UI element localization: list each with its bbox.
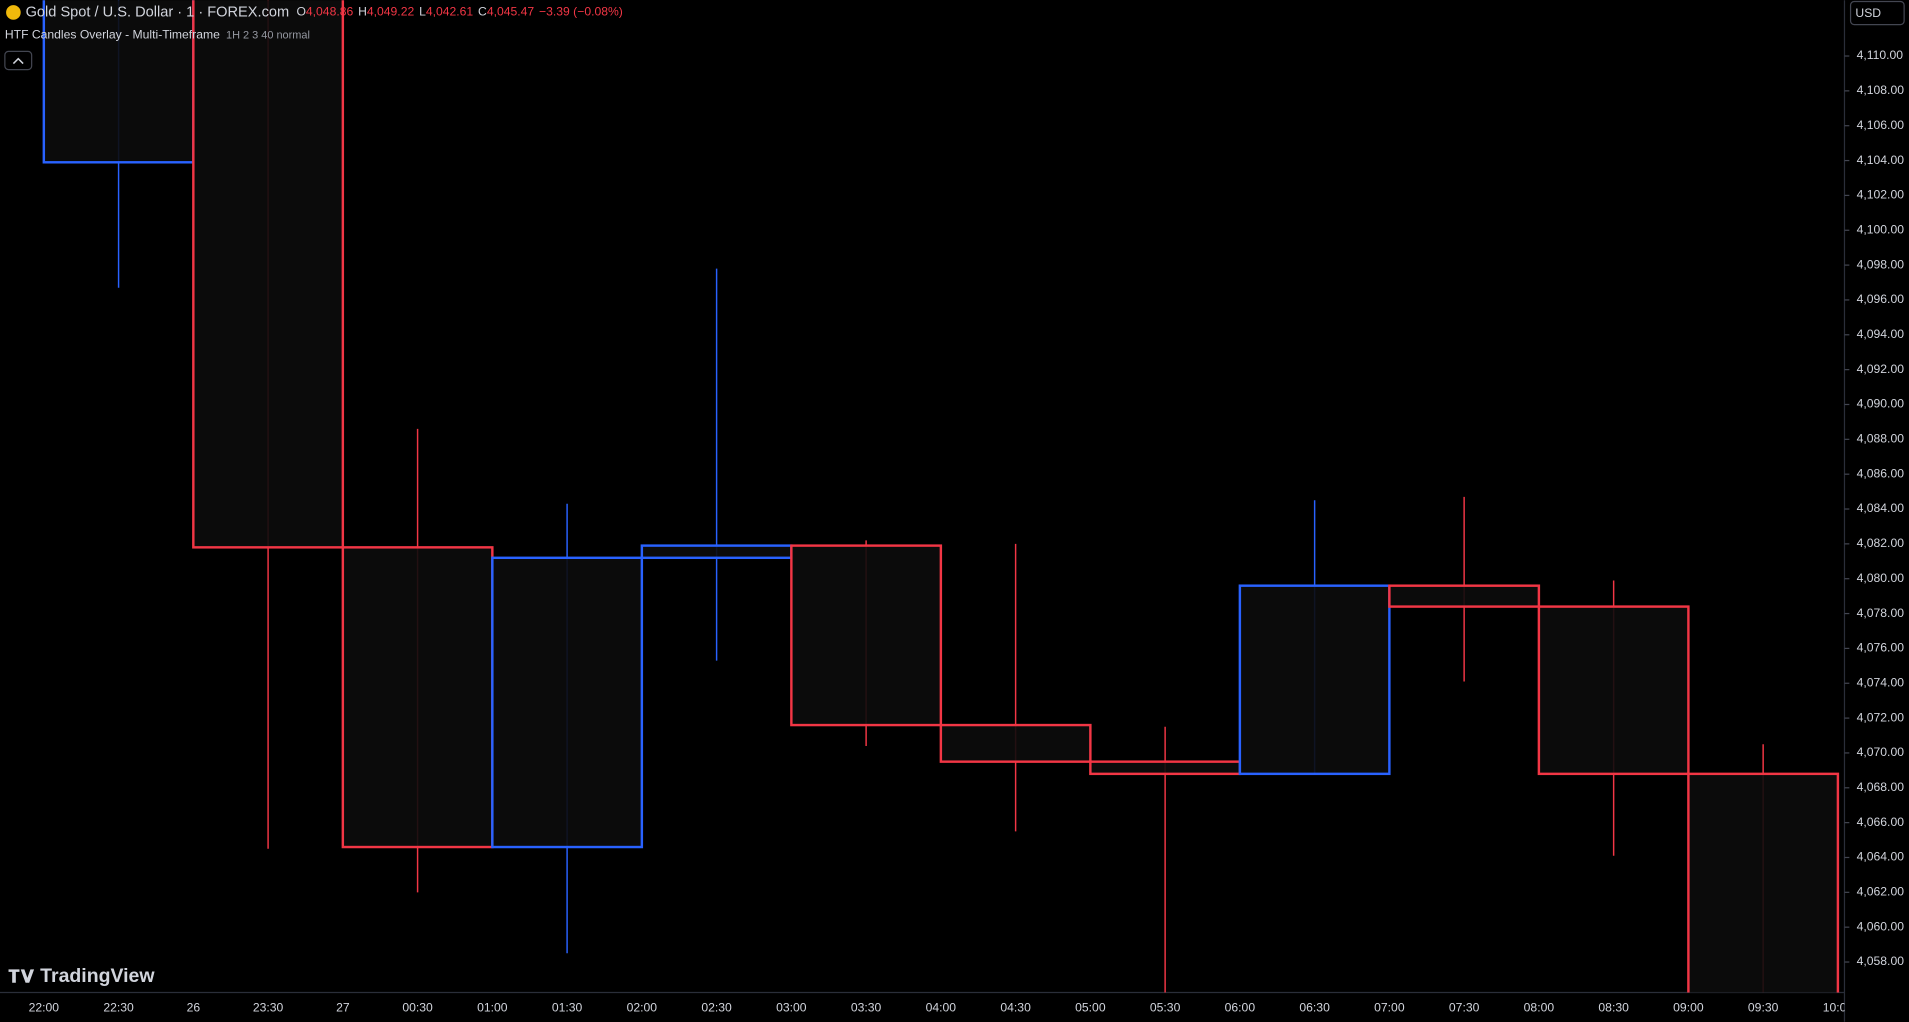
indicator-params: 1H 2 3 40 normal	[226, 29, 310, 41]
y-tick-label: 4,076.00	[1857, 641, 1905, 655]
y-tick-label: 4,062.00	[1857, 885, 1905, 899]
x-tick-label: 03:30	[851, 1001, 882, 1015]
currency-button[interactable]	[1849, 0, 1905, 26]
htf-body	[341, 546, 494, 849]
y-tick-label: 4,100.00	[1857, 222, 1905, 236]
l-label: L	[419, 5, 426, 19]
y-tick-label: 4,102.00	[1857, 188, 1905, 202]
x-tick-label: 23:30	[253, 1001, 284, 1015]
x-tick-label: 07:30	[1449, 1001, 1480, 1015]
o-label: O	[296, 5, 305, 19]
x-tick-label: 10:00	[1823, 1001, 1854, 1015]
y-tick-label: 4,066.00	[1857, 815, 1905, 829]
open-value: 4,048.86	[306, 5, 354, 19]
x-tick-label: 08:00	[1524, 1001, 1555, 1015]
x-tick-label: 22:30	[103, 1001, 134, 1015]
htf-body	[1388, 584, 1541, 608]
htf-body	[1089, 760, 1242, 776]
change-value: −3.39 (−0.08%)	[539, 5, 623, 19]
y-tick-label: 4,104.00	[1857, 153, 1905, 167]
x-tick-label: 08:30	[1598, 1001, 1629, 1015]
y-tick-label: 4,060.00	[1857, 919, 1905, 933]
collapse-icon	[12, 57, 24, 65]
y-tick-label: 4,098.00	[1857, 257, 1905, 271]
y-tick-label: 4,086.00	[1857, 466, 1905, 480]
x-tick-label: 09:00	[1673, 1001, 1704, 1015]
brand: TradingView	[40, 965, 155, 987]
x-tick-label: 06:00	[1225, 1001, 1256, 1015]
plot-area	[42, 0, 1840, 993]
y-tick-label: 4,072.00	[1857, 710, 1905, 724]
htf-body	[42, 0, 195, 164]
x-tick-label: 05:30	[1150, 1001, 1181, 1015]
htf-body	[491, 556, 644, 849]
y-tick-label: 4,070.00	[1857, 745, 1905, 759]
x-tick-label: 01:30	[552, 1001, 583, 1015]
h-label: H	[358, 5, 367, 19]
x-tick-label: 05:00	[1075, 1001, 1106, 1015]
indicator-title: HTF Candles Overlay - Multi-Timeframe 1H …	[5, 28, 310, 42]
x-tick-label: 02:00	[627, 1001, 658, 1015]
x-tick-label: 26	[187, 1001, 201, 1015]
y-tick-label: 4,088.00	[1857, 432, 1905, 446]
x-tick-label: 22:00	[29, 1001, 60, 1015]
htf-body	[790, 544, 943, 727]
time-axis: 22:00 22:30 26 23:30 27 00:30 01:00 01:30 02:00 0…	[29, 1001, 1854, 1015]
currency: USD	[1855, 6, 1881, 20]
x-tick-label: 02:30	[701, 1001, 732, 1015]
indicator-name: HTF Candles Overlay - Multi-Timeframe	[5, 28, 220, 42]
y-tick-label: 4,092.00	[1857, 362, 1905, 376]
y-tick-label: 4,080.00	[1857, 571, 1905, 585]
high-value: 4,049.22	[367, 5, 415, 19]
htf-body	[640, 544, 793, 560]
y-tick-label: 4,108.00	[1857, 83, 1905, 97]
htf-body	[1687, 772, 1840, 993]
y-tick-label: 4,096.00	[1857, 292, 1905, 306]
x-tick-label: 07:00	[1374, 1001, 1405, 1015]
y-tick-label: 4,058.00	[1857, 954, 1905, 968]
x-tick-label: 04:00	[926, 1001, 957, 1015]
x-tick-label: 06:30	[1299, 1001, 1330, 1015]
htf-body	[192, 0, 345, 549]
y-tick-label: 4,078.00	[1857, 606, 1905, 620]
x-tick-label: 04:30	[1000, 1001, 1031, 1015]
low-value: 4,042.61	[426, 5, 474, 19]
x-tick-label: 09:30	[1748, 1001, 1779, 1015]
x-tick-label: 27	[336, 1001, 350, 1015]
x-tick-label: 03:00	[776, 1001, 807, 1015]
y-tick-label: 4,094.00	[1857, 327, 1905, 341]
htf-body	[1238, 584, 1391, 776]
symbol-title: Gold Spot / U.S. Dollar · 1 · FOREX.com O…	[26, 4, 623, 20]
collapse-button[interactable]	[4, 50, 33, 71]
y-tick-label: 4,068.00	[1857, 780, 1905, 794]
y-tick-label: 4,074.00	[1857, 675, 1905, 689]
symbol: Gold Spot / U.S. Dollar · 1 · FOREX.com	[26, 4, 290, 20]
htf-body	[1537, 605, 1690, 776]
c-label: C	[478, 5, 487, 19]
y-tick-label: 4,110.00	[1857, 48, 1904, 62]
x-tick-label: 00:30	[402, 1001, 433, 1015]
y-tick-label: 4,064.00	[1857, 850, 1905, 864]
x-tick-label: 01:00	[477, 1001, 508, 1015]
y-tick-label: 4,084.00	[1857, 501, 1905, 515]
brand-logo	[8, 969, 35, 983]
y-tick-label: 4,106.00	[1857, 118, 1905, 132]
symbol-icon	[6, 5, 21, 20]
htf-body	[939, 723, 1092, 763]
y-tick-label: 4,082.00	[1857, 536, 1905, 550]
y-tick-label: 4,090.00	[1857, 397, 1905, 411]
close-value: 4,045.47	[487, 5, 535, 19]
